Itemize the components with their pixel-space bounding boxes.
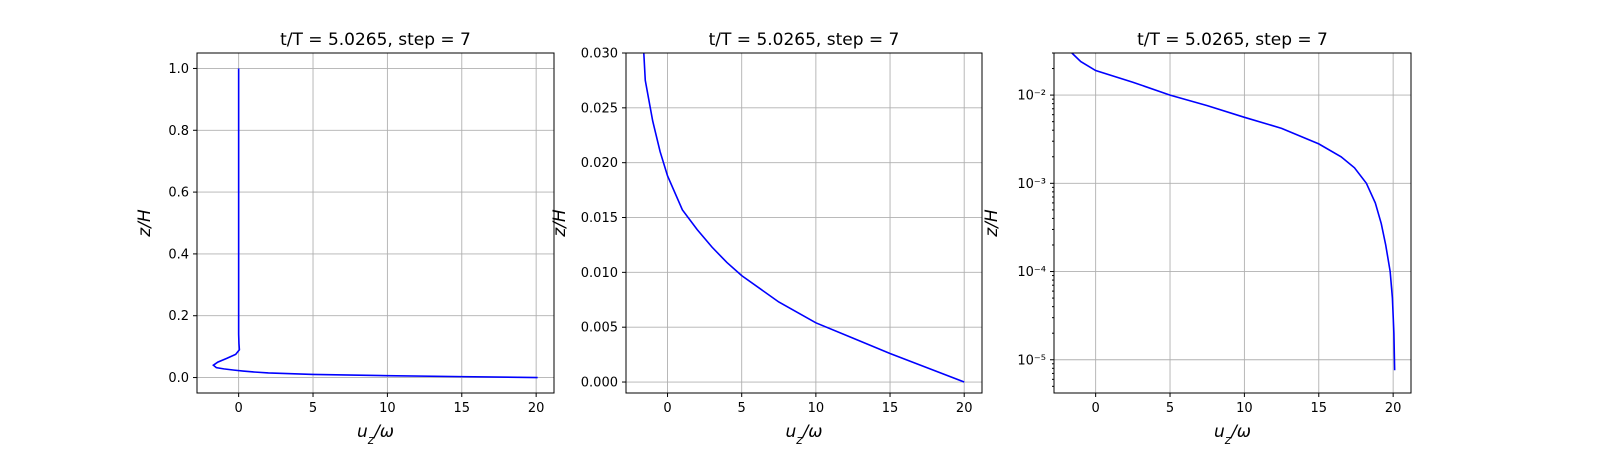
series-line-1	[1071, 52, 1396, 371]
y-tick-label: 1.0	[168, 62, 189, 77]
y-tick-label: 0.030	[581, 47, 618, 62]
y-tick-label: 10⁻⁴	[1017, 265, 1046, 280]
axes-frame	[1053, 52, 1412, 394]
y-tick-label: 0.0	[168, 371, 189, 386]
x-tick-label: 5	[738, 401, 746, 416]
y-tick-label: 0.2	[168, 309, 189, 324]
y-tick-label: 10⁻³	[1017, 177, 1046, 192]
y-axis-label: z/H	[550, 209, 570, 238]
y-tick-label: 0.8	[168, 124, 189, 139]
y-tick-label: 0.025	[581, 101, 618, 116]
subplot-1: 0 5 10 15 20 0.0 0.2 0.4 0.6 0.8 1.0 t/T = 5.0265, …	[135, 30, 555, 447]
x-tick-label: 15	[1311, 401, 1328, 416]
y-axis-label: z/H	[135, 209, 155, 238]
x-tick-label: 15	[454, 401, 471, 416]
y-tick-label: 0.6	[168, 186, 189, 201]
x-tick-label: 0	[663, 401, 671, 416]
subplot-title: t/T = 5.0265, step = 7	[709, 30, 900, 50]
x-axis-label: uz/ω	[785, 422, 822, 447]
y-tick-label: 10⁻⁵	[1017, 353, 1046, 368]
y-tick-label: 0.020	[581, 156, 618, 171]
y-tick-label: 0.015	[581, 211, 618, 226]
x-tick-label: 0	[235, 401, 243, 416]
x-axis-label: uz/ω	[357, 422, 394, 447]
axes-frame	[196, 52, 555, 394]
y-tick-label: 0.4	[168, 247, 189, 262]
x-tick-label: 10	[379, 401, 396, 416]
x-tick-label: 10	[808, 401, 825, 416]
y-tick-label: 0.000	[581, 376, 618, 391]
x-tick-label: 15	[882, 401, 899, 416]
series-line-1	[212, 68, 538, 379]
y-tick-label: 0.005	[581, 321, 618, 336]
y-tick-label: 0.010	[581, 266, 618, 281]
x-axis-label: uz/ω	[1214, 422, 1251, 447]
y-axis-label: z/H	[982, 209, 1002, 238]
x-tick-label: 20	[956, 401, 973, 416]
x-tick-label: 20	[1385, 401, 1402, 416]
x-tick-label: 5	[1166, 401, 1174, 416]
subplot-title: t/T = 5.0265, step = 7	[1137, 30, 1328, 50]
subplot-3: 0 5 10 15 20 10⁻⁵ 10⁻⁴ 10⁻³ 10⁻² t/T = 5.0265, st…	[982, 30, 1412, 447]
x-tick-label: 10	[1236, 401, 1253, 416]
subplot-title: t/T = 5.0265, step = 7	[280, 30, 471, 50]
subplot-2: 0 5 10 15 20 0.000 0.005 0.010 0.015 0.020 0.025 0.…	[550, 30, 983, 447]
y-tick-label: 10⁻²	[1017, 89, 1046, 104]
axes-frame	[625, 52, 983, 394]
x-tick-label: 20	[528, 401, 545, 416]
x-tick-label: 5	[309, 401, 317, 416]
series-line-1	[643, 52, 965, 383]
x-tick-label: 0	[1092, 401, 1100, 416]
